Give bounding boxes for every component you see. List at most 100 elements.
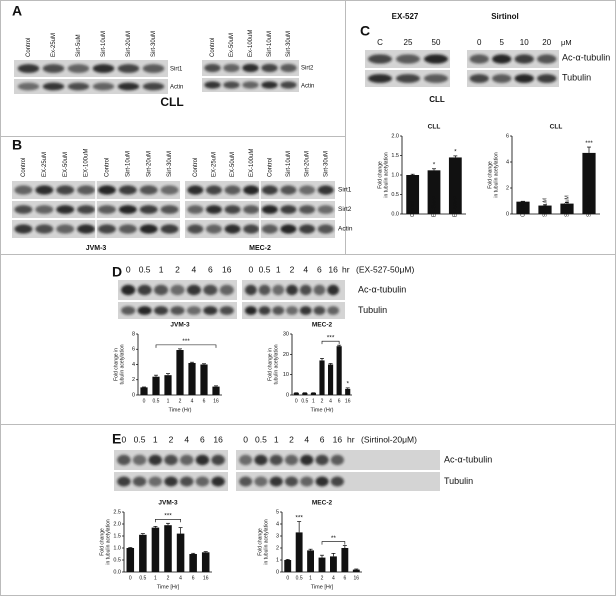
x-tick-label: 0	[129, 575, 132, 581]
lane-label: EX-50uM	[63, 152, 69, 177]
y-tick-label: 4	[132, 362, 135, 368]
label: Sirtinol	[491, 12, 519, 21]
blot-band	[313, 284, 326, 296]
y-tick-label: 8	[132, 331, 135, 337]
lane-label: Sirt-10uM	[125, 151, 131, 177]
blot-band	[142, 82, 165, 91]
x-tick-label: 6	[338, 398, 341, 404]
blot-band	[469, 74, 489, 83]
panel-label: A	[12, 3, 22, 19]
x-tick-label: Sirt-20uM	[586, 195, 592, 217]
blot-band	[269, 454, 283, 466]
lane-label: Sirt-10uM	[267, 31, 273, 57]
x-tick-label: 0.5	[139, 575, 146, 581]
blot-band	[132, 454, 147, 466]
y-tick-label: 1	[276, 557, 279, 563]
lane-label: 0	[121, 434, 126, 444]
blot-band	[203, 284, 218, 296]
blot-band	[280, 185, 297, 195]
y-tick-label: 0	[506, 211, 509, 217]
significance-bracket	[155, 344, 217, 348]
blot-band	[17, 82, 40, 91]
blot-band	[170, 306, 185, 315]
y-tick-label: 0.5	[391, 192, 399, 198]
bar	[140, 387, 148, 395]
x-tick-label: 1	[154, 575, 157, 581]
y-axis-label: Fold change in	[113, 348, 119, 381]
label: EX-527	[392, 12, 419, 21]
blot-band	[160, 205, 179, 214]
lane-label: 6	[208, 264, 213, 274]
lane-label: Control	[193, 158, 199, 177]
x-tick-label: 1	[312, 398, 315, 404]
label: (Sirtinol-20μM)	[361, 434, 417, 444]
lane-label: 16	[333, 434, 343, 444]
bar	[126, 548, 135, 572]
bar	[406, 175, 420, 214]
y-tick-label: 1.5	[391, 153, 399, 159]
bar	[341, 548, 349, 572]
chart-title: JVM-3	[170, 322, 190, 329]
blot-band	[327, 284, 340, 296]
y-axis-label: Fold change in	[267, 348, 273, 381]
blot-band	[395, 74, 421, 83]
significance: ***	[164, 512, 172, 519]
chart-title: CLL	[428, 124, 441, 131]
y-tick-label: 2	[276, 545, 279, 551]
blot-band	[300, 476, 314, 487]
blot-band	[327, 306, 340, 315]
blot-band	[195, 454, 210, 466]
y-tick-label: 20	[283, 352, 289, 358]
lane-label: 6	[200, 434, 205, 444]
significance-bracket	[321, 340, 340, 345]
panel-label: D	[112, 264, 122, 280]
bar	[164, 525, 172, 572]
y-tick-label: 6	[132, 347, 135, 353]
x-tick-label: 2	[321, 398, 324, 404]
blot-band	[14, 205, 33, 214]
blot-band	[139, 205, 158, 214]
blot-band	[492, 74, 512, 83]
blot-band	[77, 224, 96, 234]
x-axis-label: Time [Hr]	[311, 584, 334, 590]
bar	[345, 388, 351, 395]
blot-band	[97, 224, 116, 234]
y-tick-label: 5	[276, 509, 279, 515]
y-axis-label: Fold change	[99, 528, 105, 556]
blot-band	[17, 64, 40, 73]
blot-band	[299, 284, 312, 296]
blot-band	[56, 185, 75, 195]
bar	[189, 554, 197, 572]
blot-band	[261, 81, 278, 89]
y-tick-label: 4	[276, 521, 279, 527]
lane-label: Sirt-10uM	[286, 151, 292, 177]
chart-title: MEC-2	[312, 322, 333, 329]
blot-band	[195, 476, 210, 487]
blot-band	[67, 82, 90, 91]
blot-band	[164, 476, 178, 487]
label: (EX-527-50μM)	[356, 264, 414, 274]
x-tick-label: 4	[329, 398, 332, 404]
blot-band	[284, 476, 299, 487]
bar	[538, 205, 552, 214]
label: Sirt2	[338, 206, 352, 213]
x-tick-label: 2	[321, 575, 324, 581]
blot-band	[117, 82, 140, 91]
lane-label: Sirt-10uM	[101, 31, 107, 57]
y-tick-label: 4	[506, 159, 509, 165]
blot-band	[205, 205, 222, 214]
lane-label: 1	[274, 434, 279, 444]
x-tick-label: 6	[343, 575, 346, 581]
lane-label: 16	[222, 264, 232, 274]
label: CLL	[160, 95, 183, 109]
blot-band	[280, 224, 297, 234]
blot-band	[67, 64, 90, 73]
y-tick-label: 2.5	[113, 509, 121, 515]
blot-band	[317, 205, 334, 214]
significance: ***	[182, 338, 190, 345]
label: Actin	[301, 84, 314, 90]
blot-band	[537, 74, 557, 83]
lane-label: C	[377, 38, 383, 47]
blot-band	[117, 454, 131, 466]
blot-band	[204, 81, 221, 89]
